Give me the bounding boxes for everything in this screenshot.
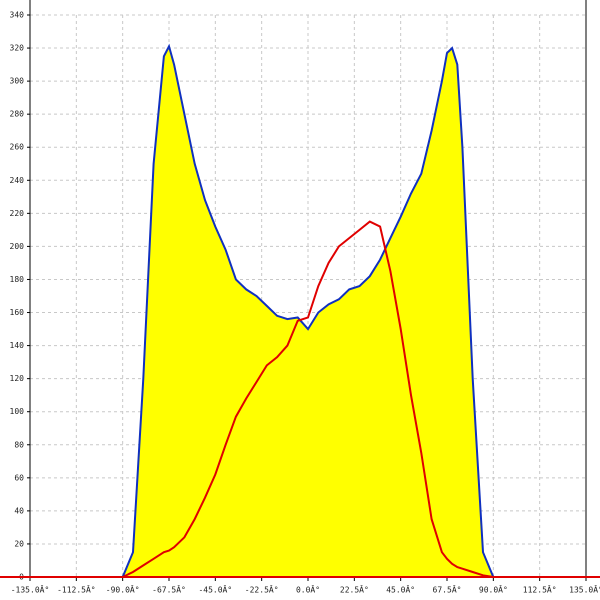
y-tick-label: 280 (10, 110, 25, 119)
x-tick-label: -112.5Â° (57, 584, 96, 595)
y-tick-label: 100 (10, 407, 25, 416)
y-tick-label: 200 (10, 242, 25, 251)
y-tick-label: 20 (14, 539, 24, 548)
y-tick-label: 340 (10, 11, 25, 20)
y-tick-label: 220 (10, 209, 25, 218)
y-tick-label: 300 (10, 77, 25, 86)
x-tick-label: -135.0Â° (11, 584, 50, 595)
y-tick-label: 140 (10, 341, 25, 350)
area (122, 46, 494, 577)
x-tick-label: -22.5Â° (245, 584, 279, 595)
x-tick-label: 135.0Â° (569, 584, 600, 595)
x-tick-label: 112.5Â° (523, 584, 557, 595)
y-tick-label: 240 (10, 176, 25, 185)
y-tick-label: 80 (14, 440, 24, 449)
x-tick-label: -67.5Â° (152, 584, 186, 595)
y-tick-label: 60 (14, 473, 24, 482)
x-tick-label: 22.5Â° (340, 584, 369, 595)
y-tick-label: 40 (14, 506, 24, 515)
y-tick-label: 160 (10, 308, 25, 317)
line (121, 43, 495, 578)
x-tick-label: 90.0Â° (479, 584, 508, 595)
x-tick-label: 45.0Â° (386, 584, 415, 595)
line (122, 220, 494, 578)
y-tick-label: 320 (10, 44, 25, 53)
y-tick-label: 120 (10, 374, 25, 383)
x-tick-label: 67.5Â° (433, 584, 462, 595)
y-tick-label: 260 (10, 143, 25, 152)
x-tick-label: -90.0Â° (106, 584, 140, 595)
y-tick-label: 180 (10, 275, 25, 284)
x-tick-label: 0.0Â° (296, 584, 320, 595)
x-tick-label: -45.0Â° (198, 584, 232, 595)
plot-area (121, 43, 495, 578)
